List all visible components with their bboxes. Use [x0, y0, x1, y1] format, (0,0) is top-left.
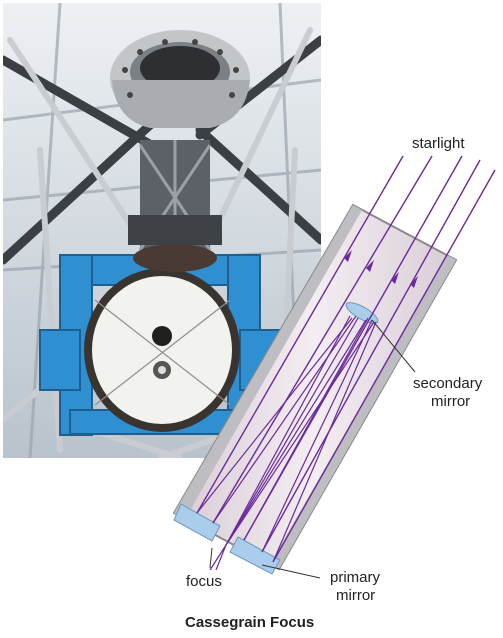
figure-caption: Cassegrain Focus [185, 614, 314, 631]
secondary-leader [371, 319, 416, 373]
cassegrain-diagram: starlight secondary mirror focus primary… [172, 135, 496, 604]
starlight-label: starlight [412, 135, 465, 152]
primary-mirror-label: primary [330, 569, 381, 586]
primary-mirror-left [173, 503, 221, 542]
telescope-photograph [3, 3, 321, 458]
focus-leader [209, 547, 213, 569]
secondary-mirror-label-2: mirror [431, 393, 470, 410]
focus-label: focus [186, 573, 222, 590]
primary-mirror-label-2: mirror [336, 587, 375, 604]
focus-rays [209, 315, 375, 571]
primary-mirror-right [229, 536, 281, 575]
primary-leader [261, 564, 321, 579]
reflected-rays [196, 315, 377, 563]
secondary-mirror-label: secondary [413, 375, 483, 392]
